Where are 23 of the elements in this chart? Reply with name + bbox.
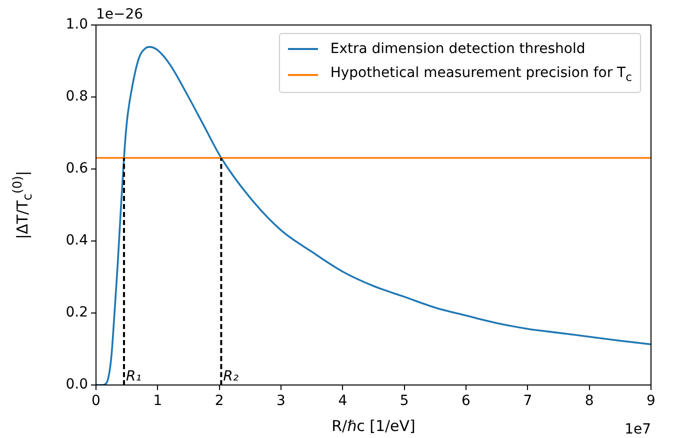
x-tick-label: 8	[584, 393, 594, 410]
y-tick-label: 0.8	[66, 88, 88, 105]
y-tick-label: 0.4	[66, 232, 88, 249]
x-tick-label: 1	[153, 393, 162, 410]
x-tick-label: 9	[646, 393, 656, 410]
x-tick-label: 4	[338, 393, 348, 410]
y-tick-label: 1.0	[66, 16, 88, 33]
text: 1e7	[624, 422, 651, 438]
y-tick-label: 0.2	[66, 304, 88, 321]
x-tick-label: 3	[276, 393, 286, 410]
x-tick-label: 0	[92, 393, 100, 410]
y-tick-label: 0.0	[66, 376, 88, 393]
x-tick-label: 2	[214, 393, 224, 410]
annotation: R₂	[223, 368, 239, 385]
text: 1e−26	[96, 6, 144, 23]
x-tick-label: 5	[400, 393, 409, 410]
legend-label: Extra dimension detection threshold	[330, 40, 586, 59]
legend-label: Hypothetical measurement precision for T$_{c}$	[330, 64, 632, 86]
x-tick-label: 7	[523, 393, 532, 410]
x-tick-label: 6	[462, 393, 471, 410]
y-tick-label: 0.6	[66, 160, 88, 177]
annotation: R₁	[126, 368, 142, 385]
x-axis-title: R/ℏc [1/eV]	[332, 416, 416, 435]
